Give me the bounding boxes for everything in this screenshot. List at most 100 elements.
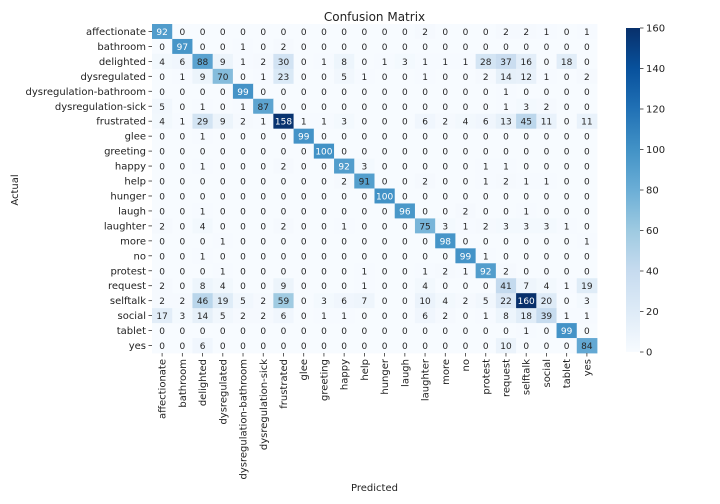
cell-value: 1	[422, 73, 428, 83]
cell-value: 0	[463, 133, 469, 143]
cell-value: 0	[260, 178, 266, 188]
x-tick-label: delighted	[198, 359, 209, 406]
heatmap-cell	[313, 308, 335, 324]
heatmap-cell	[232, 53, 254, 70]
cell-value: 0	[402, 163, 408, 173]
heatmap-cell	[253, 248, 274, 264]
heatmap-cell	[414, 308, 436, 324]
cell-value: 0	[281, 148, 287, 158]
cell-value: 1	[463, 267, 469, 277]
heatmap-cell	[354, 248, 375, 264]
heatmap-cell	[374, 338, 396, 354]
cell-value: 0	[220, 192, 226, 202]
heatmap-cell	[414, 323, 436, 339]
heatmap-cell	[253, 83, 274, 100]
cell-value: 0	[463, 312, 469, 322]
heatmap-cell	[414, 24, 436, 40]
cell-value: 0	[281, 252, 287, 262]
cell-value: 97	[177, 43, 188, 53]
cell-value: 0	[159, 327, 165, 337]
heatmap-cell	[435, 308, 456, 324]
heatmap-cell	[556, 53, 578, 70]
cell-value: 2	[179, 297, 185, 307]
cell-value: 0	[200, 88, 206, 98]
heatmap-cell	[516, 278, 537, 294]
heatmap-cell	[536, 143, 557, 159]
x-axis-label: Predicted	[351, 483, 398, 494]
cell-value: 0	[159, 88, 165, 98]
heatmap-cell	[273, 68, 294, 85]
heatmap-cell	[152, 53, 173, 70]
cell-value: 1	[200, 207, 206, 217]
cell-value: 0	[382, 28, 388, 38]
heatmap-cell	[172, 338, 193, 354]
heatmap-cell	[455, 308, 477, 324]
cell-value: 0	[301, 312, 307, 322]
heatmap-cell	[475, 233, 497, 249]
heatmap-cell	[293, 38, 315, 55]
cell-value: 0	[179, 267, 185, 277]
heatmap-cell	[313, 113, 335, 130]
cell-value: 0	[402, 192, 408, 202]
y-tick-label: social	[117, 311, 146, 322]
cell-value: 11	[541, 118, 552, 128]
heatmap-cell	[293, 338, 315, 354]
cell-value: 0	[564, 73, 570, 83]
cell-value: 0	[463, 178, 469, 188]
heatmap-cell	[293, 188, 315, 204]
cell-value: 0	[382, 103, 388, 113]
heatmap-cell	[516, 38, 537, 55]
heatmap-cell	[556, 143, 578, 159]
cell-value: 0	[564, 28, 570, 38]
heatmap-cell	[435, 38, 456, 55]
heatmap-cell	[192, 323, 214, 339]
heatmap-cell	[172, 83, 193, 100]
heatmap-cells	[152, 24, 598, 354]
cell-value: 0	[321, 88, 327, 98]
heatmap-cell	[556, 293, 578, 309]
heatmap-cell	[172, 263, 193, 279]
heatmap-cell	[394, 128, 416, 145]
cell-value: 1	[220, 267, 226, 277]
heatmap-cell	[172, 308, 193, 324]
heatmap-cell	[556, 158, 578, 174]
heatmap-cell	[212, 308, 234, 324]
heatmap-cell	[556, 278, 578, 294]
heatmap-cell	[536, 68, 557, 85]
cell-value: 0	[159, 252, 165, 262]
heatmap-cell	[536, 24, 557, 40]
cell-value: 2	[240, 312, 246, 322]
heatmap-cell	[374, 83, 396, 100]
heatmap-cell	[313, 233, 335, 249]
heatmap-cell	[354, 173, 375, 189]
heatmap-cell	[576, 158, 598, 174]
heatmap-cell	[293, 278, 315, 294]
cell-value: 0	[382, 178, 388, 188]
cell-value: 0	[442, 43, 448, 53]
heatmap-cell	[313, 38, 335, 55]
cell-value: 2	[422, 28, 428, 38]
cell-value: 1	[544, 73, 550, 83]
heatmap-cell	[273, 308, 294, 324]
cell-value: 0	[179, 192, 185, 202]
cell-value: 0	[422, 342, 428, 352]
x-tick-label: glee	[299, 359, 310, 380]
heatmap-cell	[253, 308, 274, 324]
heatmap-cell	[293, 173, 315, 189]
cell-value: 0	[584, 252, 590, 262]
cell-value: 0	[564, 43, 570, 53]
colorbar-tick-label: 60	[646, 226, 659, 237]
cell-value: 0	[179, 148, 185, 158]
colorbar-ticks: 0 20 40 60 80 100 120 140 160	[640, 24, 665, 359]
heatmap-cell	[536, 98, 557, 115]
cell-value: 0	[240, 207, 246, 217]
cell-value: 18	[561, 58, 573, 68]
heatmap-cell	[536, 113, 557, 130]
heatmap-cell	[374, 233, 396, 249]
cell-value: 2	[159, 222, 165, 232]
heatmap-cell	[152, 83, 173, 100]
cell-value: 0	[240, 327, 246, 337]
heatmap-cell	[273, 128, 294, 145]
cell-value: 23	[278, 73, 289, 83]
heatmap-cell	[414, 53, 436, 70]
